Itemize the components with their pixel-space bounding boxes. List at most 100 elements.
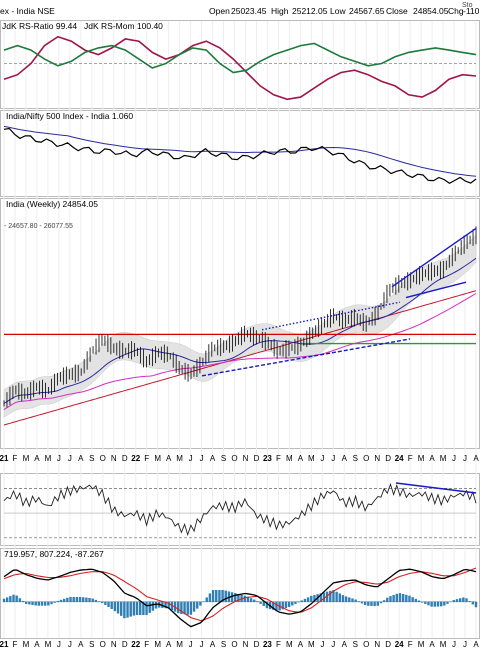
macd-histogram-bar xyxy=(224,590,227,603)
macd-histogram-bar xyxy=(439,601,443,607)
macd-histogram-bar xyxy=(329,590,332,603)
macd-plot xyxy=(2,567,478,628)
axis-tick-label: A xyxy=(473,454,479,463)
axis-tick-label: F xyxy=(13,640,18,649)
macd-histogram-bar xyxy=(287,601,291,607)
axis-tick-label: F xyxy=(144,640,149,649)
macd-histogram-bar xyxy=(145,601,148,615)
trend-line-upper-dotted xyxy=(261,301,401,331)
macd-histogram-bar xyxy=(135,601,139,615)
macd-histogram-bar xyxy=(50,601,53,605)
axis-tick-label: F xyxy=(13,454,18,463)
axis-tick-label: A xyxy=(342,454,348,463)
macd-histogram-bar xyxy=(363,601,367,606)
macd-histogram-bar xyxy=(85,597,88,603)
macd-histogram-bar xyxy=(449,601,452,603)
macd-histogram-bar xyxy=(237,593,240,603)
axis-tick-label: N xyxy=(111,454,117,463)
macd-histogram-bar xyxy=(398,593,402,603)
macd-histogram-bar xyxy=(370,601,373,606)
axis-tick-label: J xyxy=(452,640,456,649)
price-sublabel: - 24657.80 - 26077.55 xyxy=(4,223,73,230)
chart-title: ex - India NSE xyxy=(0,6,55,16)
macd-histogram-bar xyxy=(192,601,196,612)
axis-tick-label: M xyxy=(286,454,293,463)
high-value: 25212.05 xyxy=(292,6,328,16)
axis-tick-label: 24 xyxy=(395,640,404,649)
macd-histogram-bar xyxy=(91,598,94,603)
macd-histogram-bar xyxy=(379,601,383,604)
rrg-ratio-label: JdK RS-Ratio 99.44 xyxy=(2,21,77,31)
macd-histogram-bar xyxy=(2,598,6,603)
macd-line xyxy=(3,568,477,628)
macd-histogram-bar xyxy=(291,601,294,606)
relative-strength-line xyxy=(3,127,477,185)
macd-histogram-bar xyxy=(427,601,430,606)
macd-histogram-bar xyxy=(433,601,437,607)
trend-channel-lower xyxy=(405,281,467,299)
axis-tick-label: A xyxy=(210,640,216,649)
macd-histogram-bar xyxy=(40,601,44,606)
macd-histogram-bar xyxy=(376,601,379,606)
axis-tick-label: M xyxy=(286,640,293,649)
macd-histogram-bar xyxy=(468,601,471,603)
axis-tick-label: J xyxy=(189,640,193,649)
macd-histogram-bar xyxy=(230,592,234,603)
macd-histogram-bar xyxy=(243,595,246,603)
relative-plot xyxy=(3,125,477,185)
chg-label: Chg xyxy=(448,6,464,16)
macd-histogram-bar xyxy=(104,601,107,605)
axis-tick-label: F xyxy=(276,454,281,463)
axis-tick-label: 23 xyxy=(263,454,272,463)
macd-label: 719.957, 807.224, -87.267 xyxy=(4,549,104,559)
macd-histogram-bar xyxy=(395,593,399,603)
macd-histogram-bar xyxy=(37,601,41,606)
relative-label: India/Nifty 500 Index - India 1.060 xyxy=(6,111,133,121)
macd-histogram-bar xyxy=(335,591,338,603)
macd-histogram-bar xyxy=(196,601,199,609)
axis-tick-label: N xyxy=(243,454,249,463)
macd-histogram-bar xyxy=(101,601,104,604)
macd-histogram-bar xyxy=(256,601,259,603)
macd-histogram-bar xyxy=(129,601,132,617)
macd-histogram-bar xyxy=(373,601,376,607)
close-label: Close xyxy=(386,6,408,16)
macd-histogram-bar xyxy=(43,601,47,606)
macd-histogram-bar xyxy=(259,601,262,604)
macd-histogram-bar xyxy=(389,596,392,603)
macd-histogram-bar xyxy=(344,596,348,603)
macd-histogram-bar xyxy=(367,601,370,606)
axis-tick-label: M xyxy=(440,454,447,463)
time-axis-lower: 21 F M A M J J A S O N D 22 F M A M J J A S O N D 23 F M A M J J A S O N D 2… xyxy=(0,640,479,649)
macd-panel xyxy=(0,548,480,639)
axis-tick-label: J xyxy=(57,454,61,463)
macd-histogram-bar xyxy=(234,593,237,603)
axis-tick-label: A xyxy=(78,454,84,463)
macd-histogram-bar xyxy=(348,597,351,603)
macd-histogram-bar xyxy=(338,593,341,603)
relative-ma-line xyxy=(3,125,477,177)
axis-tick-label: O xyxy=(363,454,369,463)
macd-histogram-bar xyxy=(294,601,297,604)
axis-tick-label: A xyxy=(166,454,172,463)
macd-histogram-bar xyxy=(116,601,120,614)
rsi-plot xyxy=(3,482,477,539)
ma-red-line xyxy=(3,290,477,426)
axis-tick-label: N xyxy=(374,454,380,463)
macd-histogram-bar xyxy=(262,601,265,607)
macd-histogram-bar xyxy=(24,601,28,604)
axis-tick-label: S xyxy=(353,640,358,649)
macd-histogram-bar xyxy=(300,600,303,603)
macd-histogram-bar xyxy=(142,601,145,615)
macd-histogram-bar xyxy=(310,595,313,603)
rsi-line xyxy=(3,482,477,537)
macd-histogram-bar xyxy=(341,595,345,603)
macd-histogram-bar xyxy=(452,600,456,603)
axis-tick-label: O xyxy=(363,640,369,649)
axis-tick-label: M xyxy=(176,454,183,463)
axis-tick-label: M xyxy=(308,454,315,463)
macd-histogram-bar xyxy=(5,597,9,603)
axis-tick-label: O xyxy=(231,640,237,649)
macd-histogram-bar xyxy=(474,601,478,608)
